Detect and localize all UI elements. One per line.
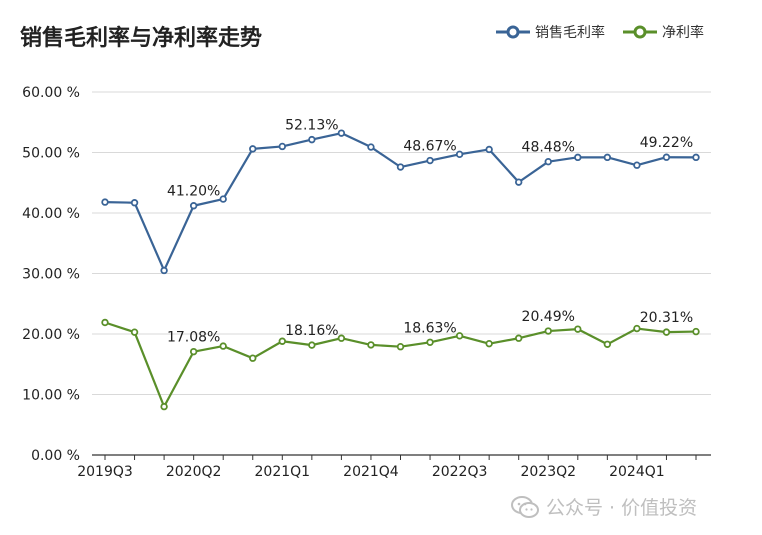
data-label: 20.31% bbox=[640, 310, 693, 326]
data-point bbox=[603, 340, 612, 348]
data-label: 52.13% bbox=[285, 118, 338, 134]
watermark-text: 公众号 · 价值投资 bbox=[546, 497, 698, 519]
data-point bbox=[249, 354, 257, 362]
data-label: 18.63% bbox=[403, 320, 456, 336]
y-tick-label: 60.00 % bbox=[22, 85, 80, 101]
y-tick-label: 20.00 % bbox=[22, 327, 80, 343]
legend-label-net-margin: 净利率 bbox=[662, 25, 704, 41]
data-point bbox=[219, 342, 227, 350]
data-point bbox=[574, 325, 582, 333]
x-tick-label: 2020Q2 bbox=[166, 464, 222, 480]
data-label: 17.08% bbox=[167, 330, 220, 346]
data-point bbox=[278, 142, 286, 151]
data-point bbox=[692, 327, 700, 336]
data-point bbox=[603, 153, 612, 162]
legend: 销售毛利率 净利率 bbox=[496, 22, 704, 42]
watermark: 公众号 · 价值投资 bbox=[510, 493, 697, 520]
data-point bbox=[101, 198, 109, 206]
data-point bbox=[130, 199, 139, 207]
data-point bbox=[662, 153, 671, 161]
data-label: 48.48% bbox=[522, 140, 575, 156]
axis-layer: 0.00 % 10.00 % 20.00 % 30.00 % 40.00 % 50.00 … bbox=[22, 85, 711, 480]
data-point bbox=[337, 129, 346, 137]
y-tick-label: 10.00 % bbox=[22, 388, 80, 404]
data-label: 20.49% bbox=[522, 309, 575, 325]
data-point bbox=[249, 145, 257, 153]
x-tick-label: 2021Q1 bbox=[255, 464, 311, 480]
legend-label-gross-margin: 销售毛利率 bbox=[535, 25, 605, 41]
data-point bbox=[337, 334, 346, 342]
y-tick-label: 40.00 % bbox=[22, 206, 80, 222]
data-point bbox=[515, 334, 523, 342]
data-point bbox=[396, 343, 405, 351]
data-label: 49.22% bbox=[640, 135, 693, 151]
series-layer bbox=[101, 129, 700, 411]
x-tick-label: 2022Q3 bbox=[432, 464, 488, 480]
data-point bbox=[130, 328, 139, 336]
legend-item-gross-margin[interactable]: 销售毛利率 bbox=[496, 22, 605, 42]
x-tick-label: 2019Q3 bbox=[77, 464, 133, 480]
data-point bbox=[189, 202, 198, 210]
data-point bbox=[101, 318, 109, 327]
data-point bbox=[426, 156, 434, 165]
data-point bbox=[367, 143, 375, 151]
data-point bbox=[485, 339, 493, 348]
data-point bbox=[278, 337, 286, 345]
data-point bbox=[308, 135, 316, 144]
data-label: 48.67% bbox=[403, 139, 456, 155]
data-point bbox=[574, 153, 582, 162]
data-point bbox=[485, 145, 493, 154]
legend-swatch-net-margin bbox=[623, 25, 657, 39]
data-point bbox=[367, 341, 375, 349]
data-point bbox=[455, 332, 464, 340]
data-label: 18.16% bbox=[285, 323, 338, 339]
x-tick-label: 2024Q1 bbox=[609, 464, 665, 480]
data-point bbox=[219, 195, 227, 203]
data-point bbox=[633, 161, 641, 169]
y-tick-label: 50.00 % bbox=[22, 146, 80, 162]
data-point bbox=[396, 163, 405, 171]
data-point bbox=[544, 327, 552, 335]
data-point bbox=[544, 157, 552, 166]
legend-item-net-margin[interactable]: 净利率 bbox=[623, 22, 704, 42]
data-point bbox=[160, 402, 168, 411]
data-point bbox=[662, 328, 671, 336]
data-point bbox=[160, 266, 168, 275]
legend-swatch-gross-margin bbox=[496, 25, 530, 39]
y-tick-label: 30.00 % bbox=[22, 267, 80, 283]
data-point bbox=[455, 150, 464, 159]
y-tick-label: 0.00 % bbox=[31, 448, 80, 464]
data-point bbox=[426, 338, 434, 346]
data-point bbox=[515, 178, 523, 186]
data-point bbox=[308, 341, 316, 349]
x-tick-label: 2023Q2 bbox=[520, 464, 576, 480]
data-point bbox=[692, 153, 700, 162]
label-layer: 41.20% 52.13% 48.67% 48.48% 49.22% 17.08% 18.1… bbox=[167, 118, 693, 346]
data-point bbox=[189, 347, 198, 356]
data-point bbox=[633, 324, 641, 333]
chart-title: 销售毛利率与净利率走势 bbox=[20, 26, 263, 51]
grid-layer bbox=[92, 91, 711, 395]
x-tick-label: 2021Q4 bbox=[343, 464, 399, 480]
data-label: 41.20% bbox=[167, 184, 220, 200]
wechat-icon bbox=[511, 495, 539, 518]
